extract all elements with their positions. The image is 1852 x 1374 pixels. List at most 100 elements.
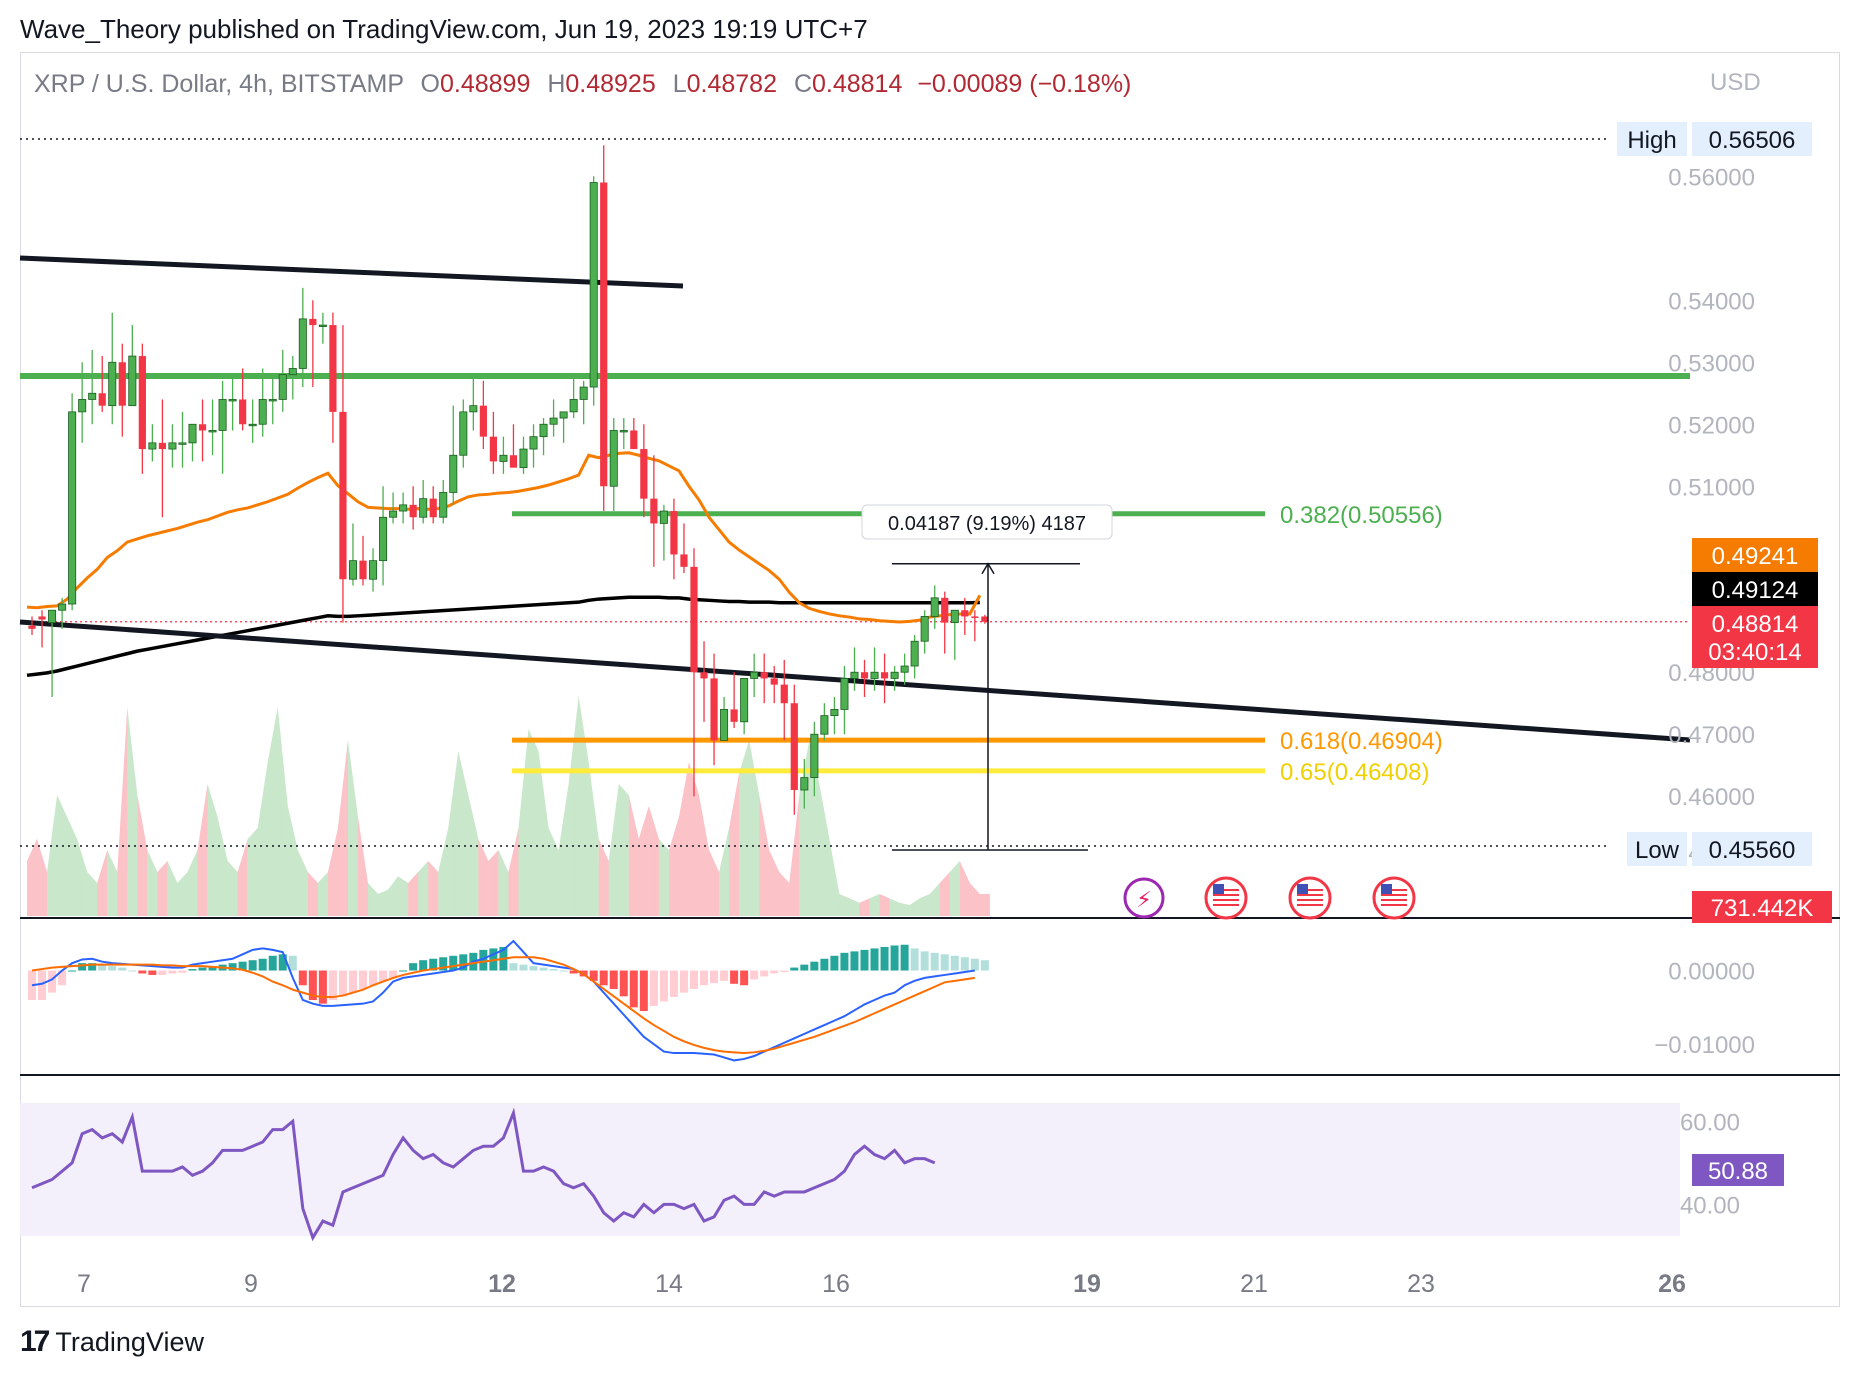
rsi-tag: [1692, 1154, 1784, 1186]
macd-histogram-bar: [649, 970, 658, 1006]
candle-body: [569, 399, 578, 413]
macd-histogram-bar: [880, 946, 889, 971]
volume-bar: [337, 740, 348, 916]
volume-bar: [107, 850, 118, 916]
publication-info: Wave_Theory published on TradingView.com…: [20, 14, 868, 44]
volume-bar: [217, 817, 228, 916]
macd-histogram-bar: [258, 958, 267, 971]
channel-upper-line: [19, 255, 684, 289]
volume-bar: [408, 872, 419, 916]
macd-histogram-bar: [860, 949, 869, 971]
candle-body: [258, 399, 267, 425]
candle-body: [539, 423, 548, 438]
candle-body: [178, 442, 187, 445]
candle-body: [981, 616, 989, 622]
volume-bar: [518, 729, 529, 916]
candle-body: [198, 424, 207, 431]
candle-body: [910, 640, 919, 667]
volume-bar: [889, 898, 900, 916]
volume-bar: [548, 828, 559, 916]
footer-brand[interactable]: 17 TradingView: [20, 1325, 204, 1359]
volume-bar: [368, 883, 379, 916]
macd-pane: [28, 939, 989, 1062]
macd-histogram-bar: [740, 970, 749, 986]
open-value: 0.48899: [439, 70, 531, 98]
volume-bar: [568, 696, 579, 916]
volume-bar: [779, 872, 790, 916]
volume-bar: [187, 850, 198, 916]
macd-histogram-bar: [589, 970, 598, 981]
volume-bar: [809, 740, 820, 916]
volume-bar: [658, 839, 669, 916]
macd-histogram-bar: [449, 955, 458, 971]
macd-histogram-bar: [88, 963, 97, 971]
volume-bar: [227, 861, 238, 916]
macd-histogram-bar: [679, 970, 688, 993]
high-tag-label: High: [1627, 127, 1676, 154]
candle-body: [359, 560, 367, 580]
volume-bar: [247, 828, 258, 916]
volume-bar: [979, 894, 990, 916]
candle-body: [118, 362, 126, 406]
high-value-tag: [1692, 122, 1812, 156]
date-axis-label: 19: [1073, 1270, 1101, 1298]
volume-bar: [558, 784, 569, 916]
macd-histogram-bar: [730, 970, 739, 984]
candle-body: [820, 715, 829, 735]
volume-bar: [668, 817, 679, 916]
macd-histogram-bar: [810, 961, 819, 971]
volume-bar: [438, 828, 449, 916]
candle-body: [630, 430, 638, 450]
candle-body: [459, 411, 468, 456]
macd-histogram-bar: [569, 970, 578, 974]
volume-bar: [678, 762, 689, 916]
macd-histogram-bar: [940, 954, 949, 971]
candle-body: [690, 566, 698, 673]
volume-bar: [67, 817, 78, 916]
candle-body: [760, 672, 768, 679]
candle-body: [218, 399, 227, 431]
date-axis-label: 23: [1407, 1270, 1435, 1298]
macd-histogram-bar: [770, 970, 779, 974]
macd-histogram-bar: [148, 970, 157, 975]
volume-bar: [277, 707, 288, 916]
tradingview-logo-icon: 17: [20, 1325, 50, 1358]
volume-bar: [528, 729, 539, 916]
volume-bar: [929, 883, 940, 916]
candle-body: [479, 405, 487, 437]
macd-histogram-bar: [328, 970, 337, 1000]
macd-axis-label: −0.01000: [1654, 1032, 1755, 1059]
volume-bar: [97, 850, 108, 916]
candle-body: [579, 386, 588, 400]
macd-histogram-bar: [379, 970, 388, 982]
fib-382-label: 0.382(0.50556): [1280, 502, 1443, 529]
volume-bar: [197, 784, 208, 916]
macd-histogram-bar: [599, 970, 608, 986]
macd-histogram-bar: [549, 969, 558, 971]
volume-bar: [378, 889, 389, 916]
volume-bar: [237, 839, 248, 916]
macd-signal-line: [31, 956, 975, 1055]
candle-body: [68, 411, 77, 605]
volume-bar: [297, 850, 308, 916]
macd-histogram-bar: [389, 970, 398, 978]
volume-bar: [177, 872, 188, 916]
volume-bar: [267, 707, 278, 916]
low-value: 0.45560: [1709, 837, 1796, 864]
volume-tag: [1692, 891, 1832, 923]
candle-body: [489, 436, 497, 462]
volume-bar: [899, 902, 910, 916]
us-flag-event-icon: [1204, 876, 1248, 920]
volume-bar: [478, 839, 489, 916]
candle-body: [941, 597, 949, 623]
high-value: 0.48925: [565, 70, 656, 98]
volume-bar: [638, 806, 649, 916]
change-value: −0.00089 (−0.18%): [917, 70, 1132, 98]
volume-bar: [37, 839, 48, 916]
volume-bar: [618, 784, 629, 916]
candle-body: [971, 616, 979, 618]
candle-body: [670, 511, 678, 555]
candles: [28, 145, 989, 815]
volume-bar: [909, 898, 920, 916]
